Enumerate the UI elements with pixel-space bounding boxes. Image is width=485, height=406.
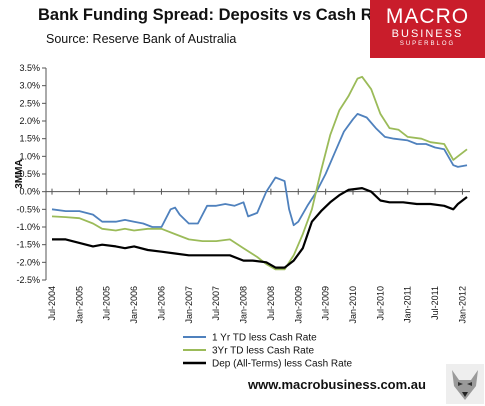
y-tick-label: -2.5% [16, 275, 40, 285]
x-tick-label: Jan-2008 [239, 286, 249, 324]
y-tick-label: -1.0% [16, 222, 40, 232]
x-tick-label: Jul-2011 [430, 286, 440, 320]
y-tick-label: 0.5% [19, 169, 40, 179]
y-tick-label: 2.0% [19, 116, 40, 126]
page-title: Bank Funding Spread: Deposits vs Cash Ra… [38, 6, 397, 24]
x-tick-label: Jul-2004 [47, 286, 57, 321]
footer-url: www.macrobusiness.com.au [248, 377, 426, 392]
legend-label-1: 1 Yr TD less Cash Rate [212, 333, 317, 344]
x-tick-label: Jul-2008 [266, 286, 276, 321]
x-tick-label: Jul-2005 [102, 286, 112, 321]
source-note: Source: Reserve Bank of Australia [46, 32, 237, 46]
legend-label-3: Dep (All-Terms) less Cash Rate [212, 359, 352, 370]
legend-label-2: 3Yr TD less Cash Rate [212, 346, 315, 357]
y-tick-label: -2.0% [16, 257, 40, 267]
x-tick-label: Jan-2007 [184, 286, 194, 324]
y-tick-label: -0.5% [16, 204, 40, 214]
x-tick-label: Jul-2009 [321, 286, 331, 321]
x-tick-label: Jan-2011 [403, 286, 413, 323]
y-tick-label: 0.0% [19, 187, 40, 197]
y-axis-label: 3MMA [14, 159, 25, 188]
y-tick-label: 1.0% [19, 151, 40, 161]
logo-line-1: MACRO [385, 5, 470, 28]
logo-line-3: SUPERBLOG [399, 41, 456, 47]
wolf-icon [446, 364, 484, 404]
x-tick-label: Jul-2006 [156, 286, 166, 321]
x-tick-label: Jan-2006 [129, 286, 139, 324]
logo-line-2: BUSINESS [391, 28, 464, 40]
y-tick-label: 3.5% [19, 63, 40, 73]
x-tick-label: Jan-2009 [293, 286, 303, 324]
x-tick-label: Jul-2010 [375, 286, 385, 321]
series-line-3 [52, 187, 468, 269]
y-tick-label: -1.5% [16, 240, 40, 250]
x-tick-label: Jan-2005 [74, 286, 84, 324]
x-tick-label: Jul-2007 [211, 286, 221, 321]
y-tick-label: 2.5% [19, 98, 40, 108]
y-tick-label: 3.0% [19, 81, 40, 91]
series-line-1 [51, 113, 468, 228]
macrobusiness-logo: MACRO BUSINESS SUPERBLOG [370, 0, 485, 58]
series-line-2 [51, 75, 468, 271]
x-tick-label: Jan-2010 [348, 286, 358, 324]
y-tick-label: 1.5% [19, 134, 40, 144]
x-tick-label: Jan-2012 [457, 286, 467, 324]
